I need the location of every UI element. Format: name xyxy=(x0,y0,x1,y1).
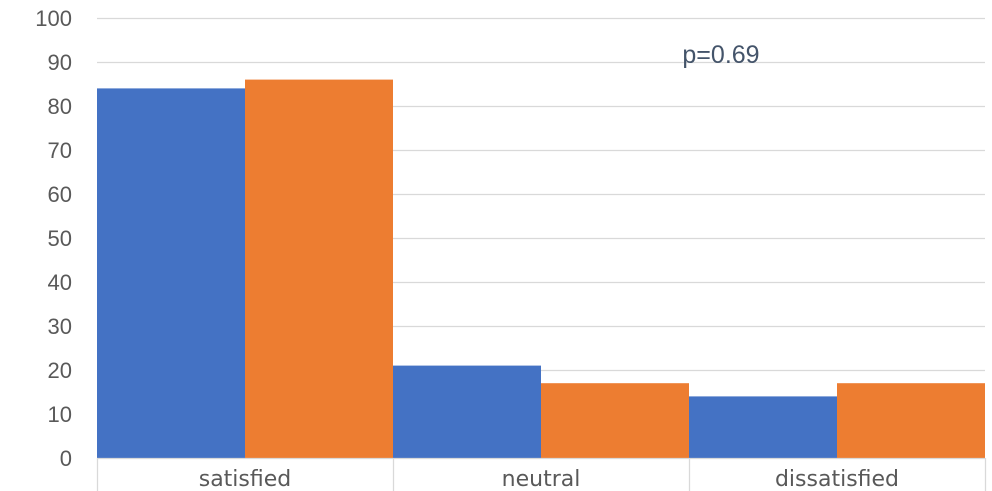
x-tick-label-dissatisfied: dissatisfied xyxy=(775,467,899,491)
y-tick-label: 10 xyxy=(48,402,72,427)
bar-satisfied-series-2 xyxy=(245,79,393,458)
y-tick-label: 40 xyxy=(48,270,72,295)
y-tick-label: 30 xyxy=(48,314,72,339)
y-tick-label: 60 xyxy=(48,182,72,207)
x-axis xyxy=(96,457,987,491)
y-tick-label: 90 xyxy=(48,50,72,75)
x-tick-labels: satisfied neutral dissatisfied xyxy=(199,467,899,491)
y-tick-label: 80 xyxy=(48,94,72,119)
y-tick-label: 100 xyxy=(35,6,72,31)
y-tick-labels: 0 10 20 30 40 50 60 70 80 90 100 xyxy=(35,6,72,471)
y-tick-label: 70 xyxy=(48,138,72,163)
bar-dissatisfied-series-2 xyxy=(837,383,985,458)
p-value-annotation: p=0.69 xyxy=(682,41,759,69)
bar-dissatisfied-series-1 xyxy=(689,396,837,458)
x-tick-label-neutral: neutral xyxy=(502,467,581,491)
x-tick-label-satisfied: satisfied xyxy=(199,467,292,491)
bar-satisfied-series-1 xyxy=(97,88,245,459)
y-tick-label: 50 xyxy=(48,226,72,251)
y-tick-label: 20 xyxy=(48,358,72,383)
bars xyxy=(97,79,985,459)
bar-neutral-series-1 xyxy=(393,365,541,458)
y-tick-label: 0 xyxy=(60,446,72,471)
bar-neutral-series-2 xyxy=(541,383,689,458)
